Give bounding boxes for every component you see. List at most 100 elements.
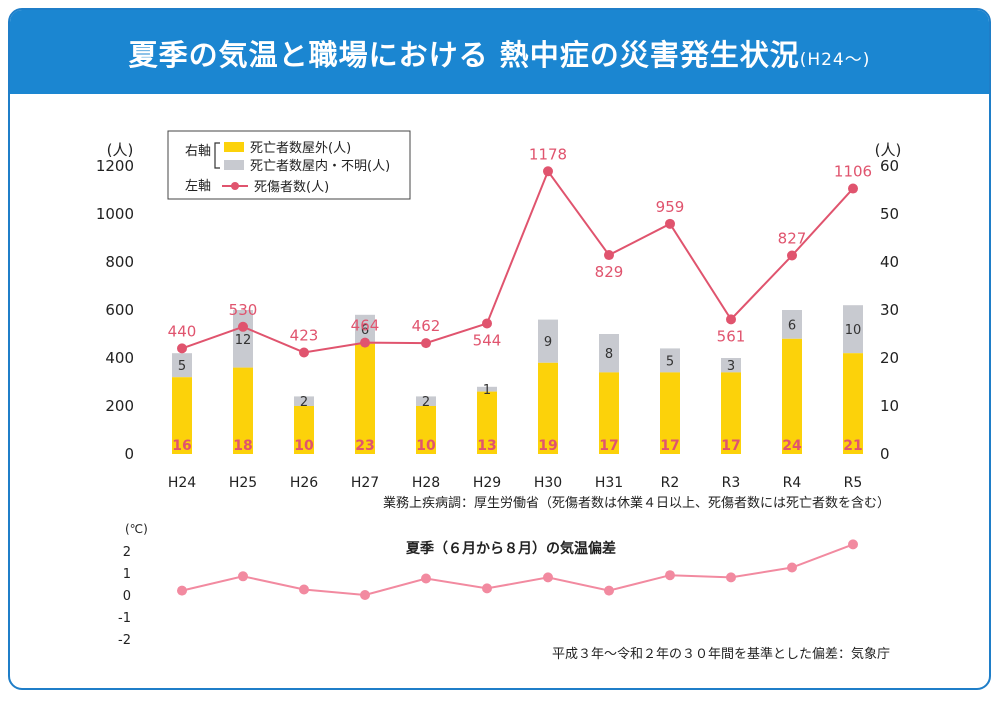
x-tick-label: H26 [290,475,318,491]
left-tick: 1200 [96,157,134,175]
casualties-label: 440 [168,322,197,340]
legend-casualties-marker [231,182,239,190]
casualties-label: 530 [229,301,258,319]
legend-outdoor-swatch [224,142,244,152]
title-text: 夏季の気温と職場における 熱中症の災害発生状況 [128,38,800,72]
temp-point [604,585,614,596]
bar-indoor-label: 3 [727,359,735,374]
bar-indoor [843,305,863,354]
bar-outdoor-label: 18 [233,438,252,454]
bar-outdoor [355,343,375,454]
bar-outdoor-label: 10 [294,438,314,454]
chart-panel: 夏季の気温と職場における 熱中症の災害発生状況(H24〜) (人) (人) 0 … [8,8,991,690]
bar-indoor-label: 10 [845,323,862,338]
casualties-point [421,338,431,349]
right-tick: 40 [880,253,899,271]
bar-indoor-label: 5 [666,354,674,369]
temp-line [181,543,854,597]
temp-point [421,573,431,584]
casualties-line [181,169,854,354]
right-tick: 60 [880,157,899,175]
casualties-label: 829 [595,263,624,281]
temp-source-note: 平成３年〜令和２年の３０年間を基準とした偏差：気象庁 [552,646,890,662]
right-tick: 30 [880,301,899,319]
casualties-label: 464 [351,317,380,335]
right-tick: 0 [880,445,890,463]
bar-outdoor [172,377,192,454]
temp-chart-title: 夏季（６月から８月）の気温偏差 [406,540,616,557]
bar-indoor-label: 9 [544,335,552,350]
temp-point [482,583,492,594]
bar-indoor-label: 6 [788,318,796,333]
bar-indoor [782,310,802,339]
x-tick-label: R4 [783,475,802,491]
bar-outdoor [782,338,802,454]
temp-tick: -2 [118,633,131,648]
left-tick: 1000 [96,205,134,223]
temp-point [543,572,553,583]
temp-point [848,539,858,550]
x-tick-label: R3 [722,475,741,491]
temp-point [299,584,309,595]
x-tick-label: H31 [595,475,623,491]
x-tick-label: H30 [534,475,562,491]
casualties-label: 1106 [834,163,872,181]
x-tick-label: H24 [168,475,196,491]
bar-outdoor [843,353,863,454]
bar-outdoor [660,372,680,454]
casualties-point [360,337,370,348]
casualties-label: 561 [717,327,746,345]
left-tick: 600 [105,301,134,319]
bar-indoor-label: 2 [300,395,308,410]
bar-indoor [355,314,375,344]
right-tick: 20 [880,349,899,367]
bar-outdoor [538,362,558,454]
casualties-label: 959 [656,198,685,216]
bar-indoor [538,319,558,363]
temp-axis-unit: (℃) [125,522,148,536]
bar-outdoor-label: 23 [355,438,374,454]
left-tick: 800 [105,253,134,271]
casualties-point [604,250,614,261]
legend-left-axis-label: 左軸 [185,179,211,194]
casualties-label: 544 [473,331,502,349]
x-tick-label: H28 [412,475,440,491]
temp-point [726,572,736,583]
x-tick-label: H29 [473,475,501,491]
bar-outdoor [416,406,436,454]
left-tick: 400 [105,349,134,367]
bar-outdoor-label: 24 [782,438,802,454]
temp-tick: 1 [123,567,131,582]
bar-outdoor [477,391,497,454]
bar-indoor-label: 8 [605,347,613,362]
casualties-point [726,314,736,325]
casualties-point [482,318,492,329]
casualties-label: 1178 [529,145,567,163]
bar-outdoor [294,406,314,454]
casualties-point [848,183,858,194]
bar-outdoor-label: 17 [660,438,679,454]
bar-indoor [233,310,253,368]
title-subtitle: (H24〜) [799,50,871,70]
bar-indoor-label: 5 [178,359,186,374]
casualties-label: 827 [778,230,807,248]
casualties-point [543,166,553,177]
temp-point [787,562,797,573]
legend-outdoor-label: 死亡者数屋外(人) [250,141,351,156]
bar-indoor [477,386,497,392]
bar-outdoor-label: 17 [721,438,740,454]
header-bar: 夏季の気温と職場における 熱中症の災害発生状況(H24〜) [10,10,989,94]
casualties-point [299,347,309,358]
left-tick: 0 [124,445,134,463]
temp-point [360,590,370,600]
casualties-label: 423 [290,326,319,344]
bar-outdoor-label: 19 [538,438,557,454]
x-tick-label: R5 [844,475,863,491]
bar-indoor [660,348,680,373]
bar-indoor [721,358,741,373]
legend-box [167,130,411,200]
casualties-point [787,250,797,261]
bar-outdoor-label: 17 [599,438,618,454]
temp-point [177,585,187,596]
bar-indoor-label: 6 [361,323,369,338]
